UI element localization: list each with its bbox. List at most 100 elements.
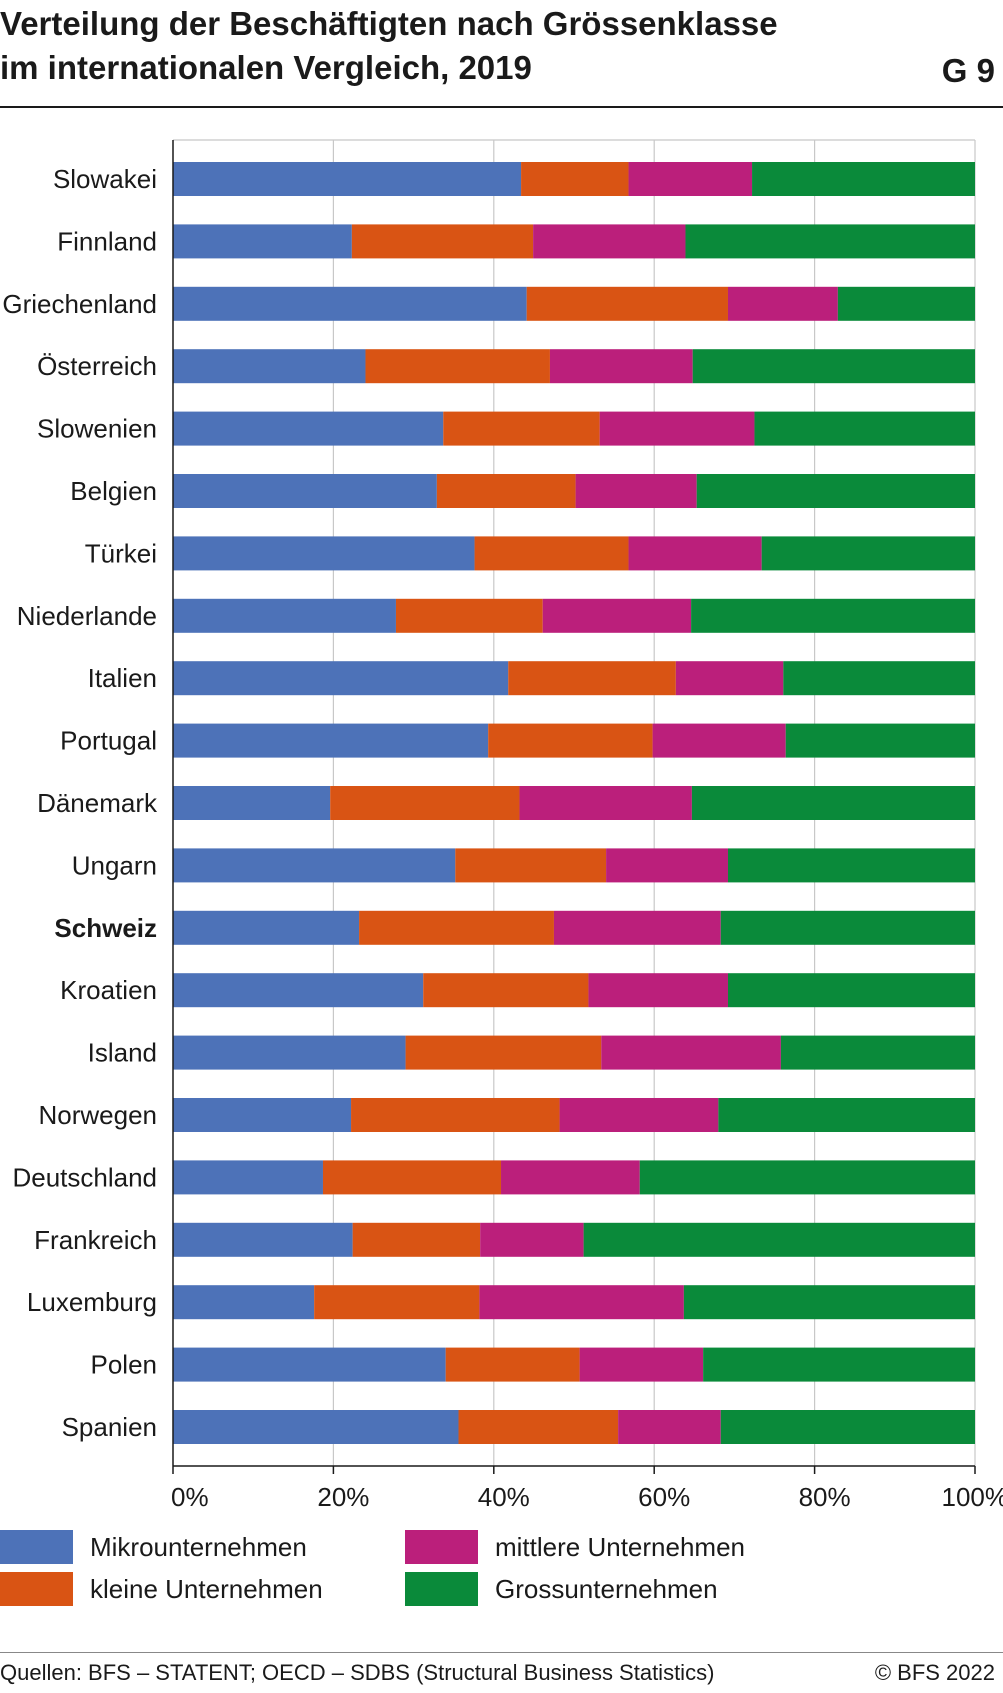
bar-segment <box>579 1347 704 1382</box>
bar-segment <box>575 474 697 508</box>
bar-segment <box>752 162 975 196</box>
bar-segment <box>691 598 975 633</box>
bar-segment <box>533 224 686 259</box>
bar-segment <box>553 910 721 945</box>
bar-segment <box>365 349 550 384</box>
category-label: Slowenien <box>37 414 157 444</box>
stacked-bar-chart: Slowakei Finnland Griechenland Österreich Sl… <box>2 139 1003 1512</box>
bar-segment <box>599 411 755 446</box>
bar-segment <box>783 661 975 696</box>
category-label: Island <box>88 1038 157 1068</box>
bar-segment <box>780 1035 975 1070</box>
category-label: Dänemark <box>37 788 158 818</box>
chart-title: Verteilung der Beschäftigten nach Grösse… <box>0 2 900 90</box>
bar-segment <box>173 1098 352 1132</box>
bar-segment <box>685 224 975 259</box>
bar-segment <box>173 349 366 384</box>
bar-segment <box>691 786 975 820</box>
category-label: Deutschland <box>12 1162 157 1192</box>
bar-segment <box>173 286 527 321</box>
bar-segment <box>727 286 838 321</box>
bar-segment <box>173 1160 323 1195</box>
bar-segment <box>330 786 520 820</box>
bar-segment <box>508 661 676 696</box>
bar-segment <box>727 973 975 1008</box>
bar-segment <box>519 786 692 820</box>
bar-segment <box>754 411 975 446</box>
bar-segment <box>521 162 629 196</box>
bar-segment <box>761 536 975 571</box>
footer-divider <box>0 1652 1003 1653</box>
bar-segment <box>443 411 600 446</box>
category-label: Slowakei <box>53 164 157 194</box>
x-tick-label: 20% <box>317 1482 369 1512</box>
bar-segment <box>696 474 975 508</box>
bar-segment <box>683 1285 975 1320</box>
category-label: Griechenland <box>2 289 157 319</box>
category-label: Finnland <box>57 226 157 256</box>
bar-segment <box>542 598 692 633</box>
bar-segment <box>628 162 753 196</box>
bar-segment <box>583 1222 975 1257</box>
bar-segment <box>501 1160 640 1195</box>
bar-segment <box>173 1222 353 1257</box>
bar-segment <box>173 536 475 571</box>
bar-segment <box>436 474 576 508</box>
category-label: Belgien <box>70 476 157 506</box>
x-tick-label: 60% <box>638 1482 690 1512</box>
bar-segment <box>173 1285 315 1320</box>
category-label: Türkei <box>85 538 157 568</box>
category-label: Ungarn <box>72 850 157 880</box>
bar-segment <box>720 910 975 945</box>
bar-segment <box>718 1098 975 1132</box>
x-tick-label: 0% <box>171 1482 209 1512</box>
bar-segment <box>549 349 693 384</box>
bar-segment <box>445 1347 580 1382</box>
legend-swatch-small <box>0 1572 73 1606</box>
bar-segment <box>480 1222 584 1257</box>
category-label: Kroatien <box>60 975 157 1005</box>
bar-segment <box>474 536 629 571</box>
bar-segment <box>173 973 424 1008</box>
bar-segment <box>173 162 522 196</box>
bar-segment <box>785 723 975 758</box>
x-tick-label: 100% <box>942 1482 1003 1512</box>
legend-label-large: Grossunternehmen <box>495 1573 718 1604</box>
bar-segment <box>173 1410 459 1444</box>
bar-segment <box>173 723 489 758</box>
x-tick-label: 80% <box>799 1482 851 1512</box>
legend-item-micro: Mikrounternehmen <box>0 1530 307 1564</box>
legend-item-medium: mittlere Unternehmen <box>405 1530 745 1564</box>
category-label: Luxemburg <box>27 1287 157 1317</box>
bar-segment <box>618 1410 721 1444</box>
bar-segment <box>173 848 456 883</box>
bar-segment <box>351 1098 560 1132</box>
bar-segment <box>351 224 534 259</box>
category-label: Schweiz <box>54 913 157 943</box>
bar-segment <box>727 848 975 883</box>
bar-segment <box>628 536 762 571</box>
legend-swatch-micro <box>0 1530 73 1564</box>
bar-segment <box>173 598 396 633</box>
bar-segment <box>352 1222 481 1257</box>
legend-swatch-medium <box>405 1530 478 1564</box>
legend-item-large: Grossunternehmen <box>405 1572 718 1606</box>
bar-segment <box>423 973 589 1008</box>
bar-segment <box>675 661 784 696</box>
bar-segment <box>601 1035 781 1070</box>
bar-segment <box>479 1285 684 1320</box>
bar-segment <box>173 224 352 259</box>
bar-segment <box>458 1410 619 1444</box>
legend-label-small: kleine Unternehmen <box>90 1573 323 1604</box>
bar-segment <box>720 1410 975 1444</box>
bar-segment <box>314 1285 480 1320</box>
category-label: Österreich <box>37 351 157 381</box>
bar-segment <box>173 910 360 945</box>
bar-segment <box>322 1160 502 1195</box>
bar-segment <box>652 723 786 758</box>
copyright-note: © BFS 2022 <box>874 1660 995 1685</box>
bar-segment <box>405 1035 602 1070</box>
bar-segment <box>639 1160 975 1195</box>
bar-segment <box>173 474 437 508</box>
bar-segment <box>359 910 554 945</box>
